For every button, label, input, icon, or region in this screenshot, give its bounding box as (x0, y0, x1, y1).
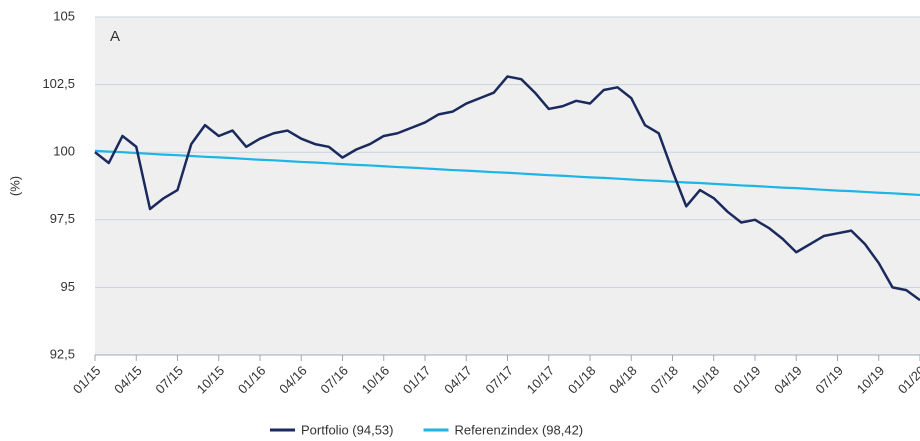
x-tick-label: 01/16 (235, 363, 269, 397)
x-tick-label: 04/16 (276, 363, 310, 397)
legend-label: Portfolio (94,53) (301, 422, 394, 437)
x-tick-label: 07/18 (647, 363, 681, 397)
legend-label: Referenzindex (98,42) (455, 422, 584, 437)
y-tick-label: 92,5 (50, 346, 75, 361)
x-tick-label: 04/19 (771, 363, 805, 397)
y-tick-label: 95 (61, 279, 75, 294)
x-tick-label: 01/17 (400, 363, 434, 397)
x-tick-label: 07/15 (152, 363, 186, 397)
x-tick-label: 04/15 (111, 363, 145, 397)
series-line (94, 75, 920, 302)
x-tick-label: 04/18 (606, 363, 640, 397)
x-tick-label: 01/20 (895, 363, 920, 397)
x-tick-label: 01/15 (70, 363, 104, 397)
y-tick-label: 102,5 (42, 76, 75, 91)
y-tick-label: 105 (53, 8, 75, 23)
x-tick-label: 01/19 (730, 363, 764, 397)
x-tick-label: 04/17 (441, 363, 475, 397)
x-tick-label: 10/17 (524, 363, 558, 397)
x-tick-label: 07/16 (317, 363, 351, 397)
x-tick-label: 10/18 (689, 363, 723, 397)
y-tick-label: 100 (53, 144, 75, 159)
series-line (94, 149, 920, 197)
y-axis-label: (%) (7, 176, 22, 196)
y-tick-label: 97,5 (50, 211, 75, 226)
x-tick-label: 01/18 (565, 363, 599, 397)
x-tick-label: 10/16 (359, 363, 393, 397)
plot-area (95, 17, 920, 355)
x-tick-label: 07/17 (482, 363, 516, 397)
x-tick-label: 10/19 (854, 363, 888, 397)
x-tick-label: 10/15 (194, 363, 228, 397)
annotation: A (110, 28, 120, 45)
x-tick-label: 07/19 (812, 363, 846, 397)
